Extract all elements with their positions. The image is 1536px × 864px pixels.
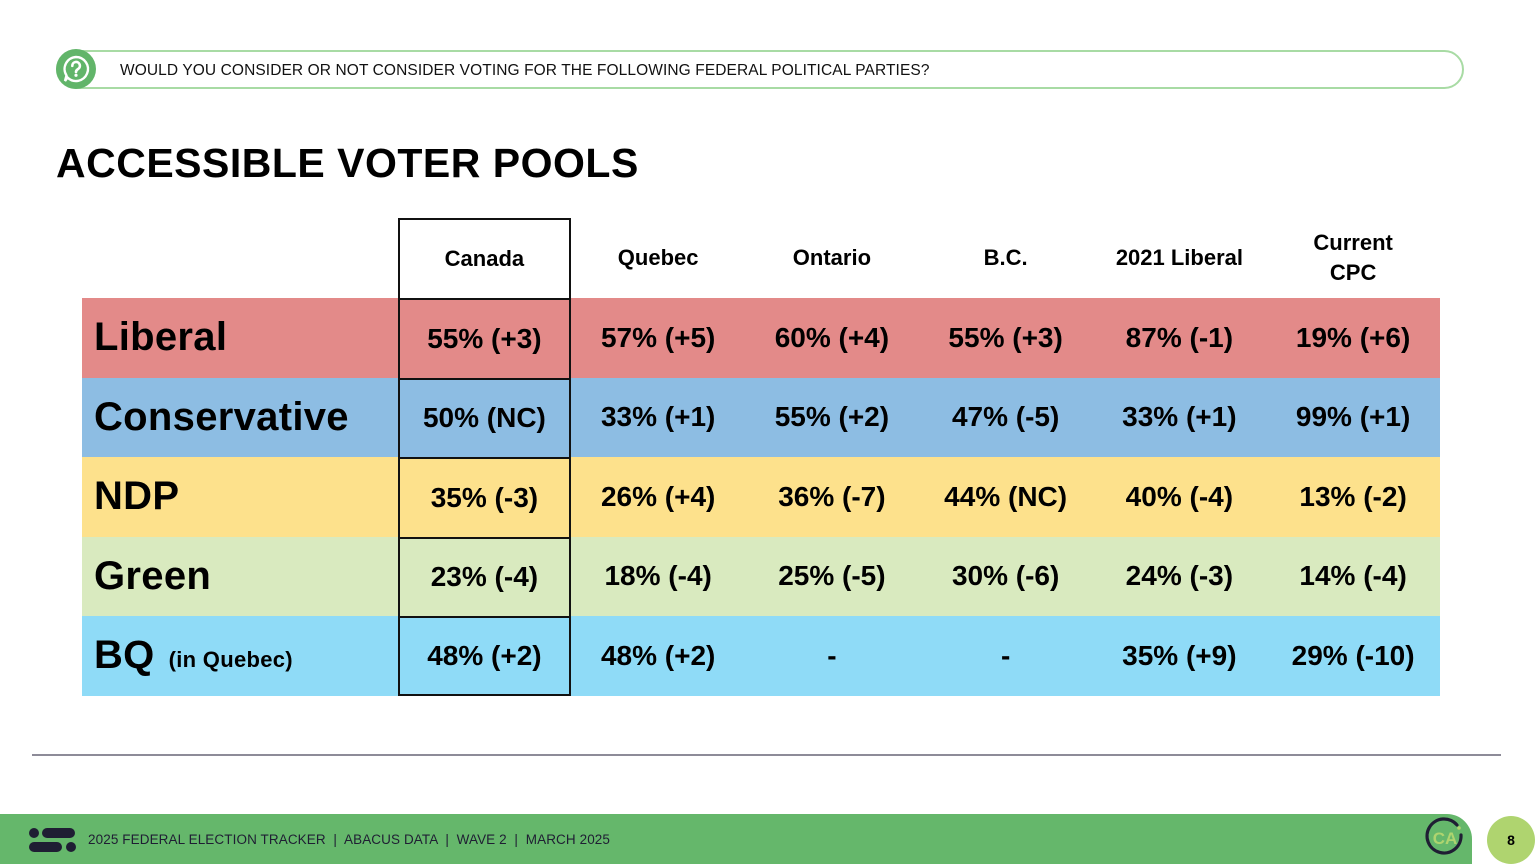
party-name: Liberal	[94, 315, 228, 360]
party-name: NDP	[94, 474, 180, 519]
party-name: BQ	[94, 633, 155, 678]
cell-bc: 44% (NC)	[944, 480, 1068, 512]
cell-current-cpc: 14% (-4)	[1299, 560, 1407, 592]
page-number: 8	[1487, 816, 1535, 864]
cell-canada: 50% (NC)	[397, 377, 572, 457]
cell-bc: 55% (+3)	[948, 321, 1063, 353]
header-spacer	[82, 218, 398, 298]
cell-ontario: 55% (+2)	[774, 401, 890, 433]
abacus-logo-icon	[29, 828, 76, 852]
footer-text: 2025 FEDERAL ELECTION TRACKER | ABACUS D…	[88, 832, 611, 847]
column-header-line-1: Current	[1313, 230, 1393, 255]
party-label: Conservative	[82, 378, 398, 458]
column-header-canada: Canada	[397, 218, 572, 298]
cell-canada: 35% (-3)	[397, 457, 572, 537]
svg-text:CA: CA	[1433, 829, 1458, 848]
cell-ontario: 36% (-7)	[778, 480, 886, 512]
party-note: (in Quebec)	[168, 646, 293, 672]
cell-current-cpc: 29% (-10)	[1291, 639, 1415, 671]
table-row-conservative: Conservative 50% (NC) 33% (+1) 55% (+2) 47% …	[82, 377, 1440, 458]
question-bubble-icon	[56, 49, 96, 89]
column-header-current-cpc-text: Current CPC	[1313, 228, 1392, 288]
table-row-green: Green 23% (-4) 18% (-4) 25% (-5) 30% (-6) 24%…	[82, 536, 1440, 617]
cell-2021-liberal: 40% (-4)	[1125, 480, 1234, 512]
footer-bar: 2025 FEDERAL ELECTION TRACKER | ABACUS D…	[0, 814, 1472, 864]
party-name: Green	[94, 553, 212, 598]
column-header-bc: B.C.	[983, 245, 1028, 270]
cell-ontario: 60% (+4)	[774, 321, 890, 353]
cell-2021-liberal: 87% (-1)	[1125, 321, 1234, 353]
party-label: BQ (in Quebec)	[82, 616, 398, 696]
cell-bc: 30% (-6)	[951, 560, 1060, 592]
cell-quebec: 48% (+2)	[600, 639, 716, 671]
cell-canada: 48% (+2)	[397, 616, 572, 696]
cell-canada: 23% (-4)	[397, 536, 572, 616]
table-row-liberal: Liberal 55% (+3) 57% (+5) 60% (+4) 55% (+3) 8…	[82, 298, 1440, 378]
question-text: WOULD YOU CONSIDER OR NOT CONSIDER VOTIN…	[120, 62, 930, 79]
column-header-2021-liberal: 2021 Liberal	[1115, 245, 1243, 270]
cell-quebec: 26% (+4)	[600, 480, 716, 512]
cell-2021-liberal: 24% (-3)	[1125, 560, 1234, 592]
table-header-row: Canada Quebec Ontario B.C. 2021 Liberal …	[82, 218, 1440, 298]
page-title: ACCESSIBLE VOTER POOLS	[56, 140, 639, 186]
question-banner: WOULD YOU CONSIDER OR NOT CONSIDER VOTIN…	[56, 49, 1464, 89]
cell-bc: -	[1000, 639, 1011, 671]
ca-badge-icon: CA	[1425, 817, 1463, 855]
cell-ontario: 25% (-5)	[778, 560, 886, 592]
column-header-line-2: CPC	[1329, 260, 1377, 285]
cell-current-cpc: 99% (+1)	[1295, 401, 1411, 433]
column-header-ontario: Ontario	[792, 245, 872, 270]
table-body: Liberal 55% (+3) 57% (+5) 60% (+4) 55% (+3) 8…	[82, 298, 1440, 696]
party-label: Liberal	[82, 298, 398, 378]
voter-pool-table: Canada Quebec Ontario B.C. 2021 Liberal …	[82, 218, 1440, 696]
party-label: Green	[82, 537, 398, 617]
party-label: NDP	[82, 457, 398, 537]
cell-quebec: 18% (-4)	[604, 560, 712, 592]
cell-2021-liberal: 35% (+9)	[1122, 639, 1237, 671]
cell-canada: 55% (+3)	[397, 298, 572, 378]
cell-current-cpc: 13% (-2)	[1299, 480, 1407, 512]
party-name: Conservative	[94, 394, 349, 439]
divider-line	[32, 754, 1501, 756]
cell-bc: 47% (-5)	[951, 401, 1060, 433]
cell-quebec: 57% (+5)	[600, 321, 716, 353]
cell-ontario: -	[827, 639, 837, 671]
column-header-quebec: Quebec	[617, 245, 699, 270]
cell-quebec: 33% (+1)	[600, 401, 716, 433]
cell-current-cpc: 19% (+6)	[1295, 321, 1411, 353]
column-header-current-cpc: Current CPC	[1266, 218, 1440, 298]
table-row-ndp: NDP 35% (-3) 26% (+4) 36% (-7) 44% (NC) 40% (…	[82, 457, 1440, 537]
table-row-bq: BQ (in Quebec) 48% (+2) 48% (+2) - - 35% (+9) 2…	[82, 616, 1440, 696]
cell-2021-liberal: 33% (+1)	[1122, 401, 1237, 433]
